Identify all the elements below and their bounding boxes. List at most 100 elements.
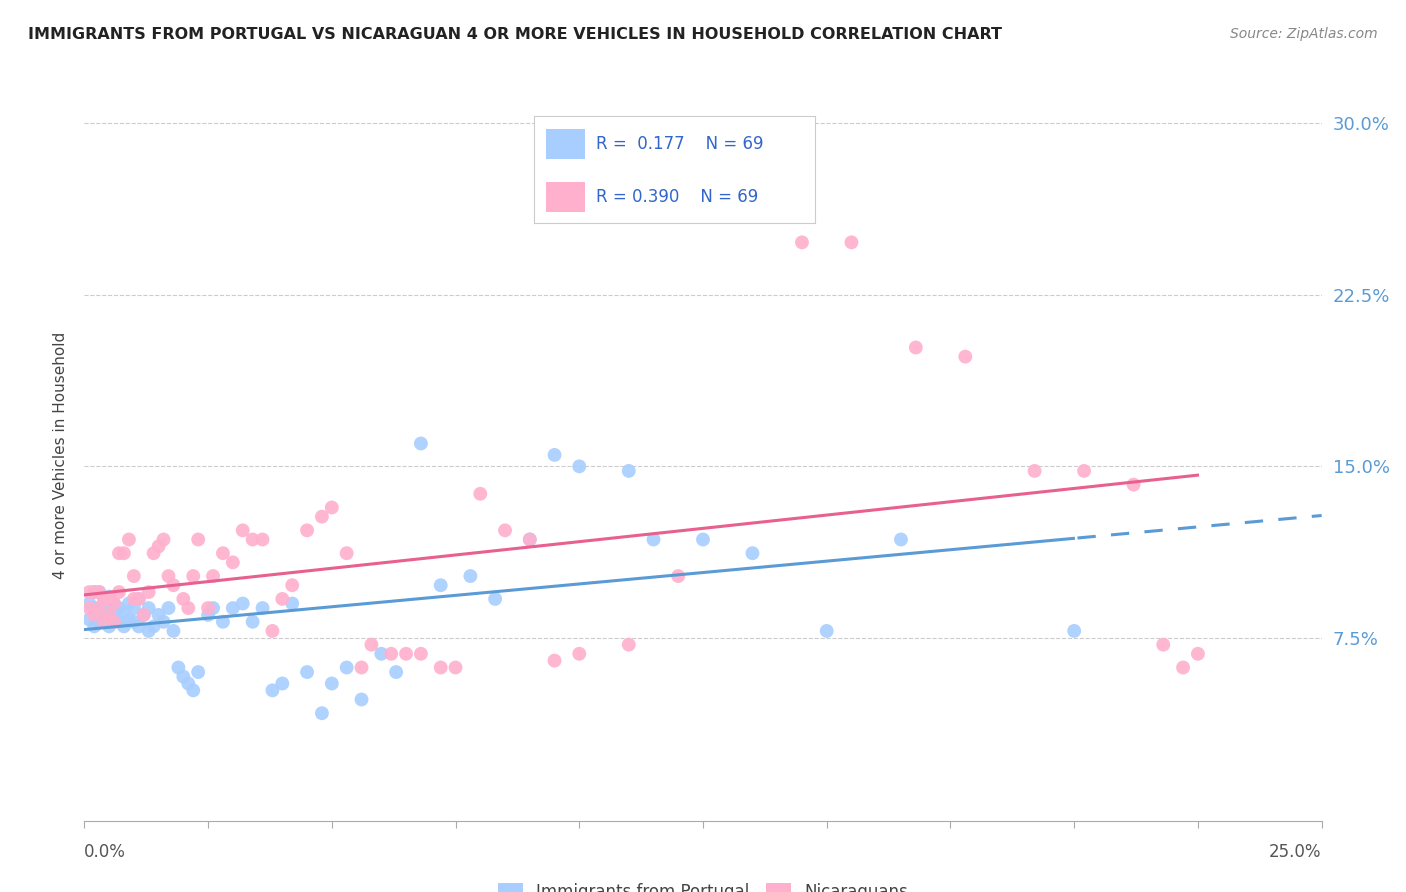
Point — [281, 597, 304, 611]
Point — [89, 601, 111, 615]
Point — [568, 459, 591, 474]
Point — [232, 524, 254, 538]
Point — [395, 647, 418, 661]
Point — [617, 638, 640, 652]
Point — [321, 676, 343, 690]
Point — [350, 660, 373, 674]
Point — [128, 591, 150, 606]
Point — [89, 615, 111, 629]
Point — [122, 615, 145, 629]
Point — [460, 569, 482, 583]
Point — [89, 585, 111, 599]
Text: 0.0%: 0.0% — [84, 843, 127, 861]
Point — [93, 615, 115, 629]
Point — [815, 624, 838, 638]
Point — [252, 533, 274, 547]
Point — [484, 591, 506, 606]
Point — [98, 590, 121, 604]
Point — [181, 683, 204, 698]
Point — [350, 692, 373, 706]
Point — [132, 607, 155, 622]
Text: R = 0.390    N = 69: R = 0.390 N = 69 — [596, 188, 758, 206]
Point — [242, 615, 264, 629]
Text: R =  0.177    N = 69: R = 0.177 N = 69 — [596, 135, 763, 153]
Point — [692, 533, 714, 547]
Point — [519, 533, 541, 547]
Point — [262, 683, 284, 698]
Point — [162, 624, 184, 638]
Point — [543, 448, 565, 462]
Point — [83, 585, 105, 599]
Text: 25.0%: 25.0% — [1270, 843, 1322, 861]
Point — [172, 670, 194, 684]
Point — [1024, 464, 1046, 478]
Point — [643, 533, 665, 547]
Point — [89, 585, 111, 599]
Point — [172, 591, 194, 606]
Point — [666, 569, 689, 583]
Point — [222, 555, 245, 569]
Point — [122, 601, 145, 615]
Point — [370, 647, 392, 661]
Point — [118, 613, 141, 627]
Point — [212, 615, 235, 629]
Point — [470, 487, 492, 501]
Text: Source: ZipAtlas.com: Source: ZipAtlas.com — [1230, 27, 1378, 41]
Point — [409, 647, 432, 661]
Point — [741, 546, 763, 560]
Point — [409, 436, 432, 450]
Point — [112, 606, 135, 620]
Point — [212, 546, 235, 560]
Point — [181, 569, 204, 583]
Point — [167, 660, 190, 674]
Bar — [546, 182, 585, 212]
Point — [295, 524, 318, 538]
Point — [83, 585, 105, 599]
Point — [79, 585, 101, 599]
Point — [132, 607, 155, 622]
Point — [128, 591, 150, 606]
Point — [543, 654, 565, 668]
Legend: Immigrants from Portugal, Nicaraguans: Immigrants from Portugal, Nicaraguans — [491, 876, 915, 892]
Point — [118, 597, 141, 611]
Point — [380, 647, 402, 661]
Point — [157, 601, 180, 615]
Point — [295, 665, 318, 679]
Point — [83, 601, 105, 615]
Point — [1122, 477, 1144, 491]
Point — [252, 601, 274, 615]
Point — [98, 619, 121, 633]
Point — [336, 660, 359, 674]
Point — [142, 619, 165, 633]
Point — [93, 607, 115, 622]
Point — [444, 660, 467, 674]
Point — [83, 619, 105, 633]
Point — [128, 619, 150, 633]
Point — [519, 533, 541, 547]
Bar — [546, 128, 585, 159]
Point — [93, 591, 115, 606]
Point — [311, 509, 333, 524]
Point — [122, 569, 145, 583]
Point — [162, 578, 184, 592]
Point — [177, 676, 200, 690]
Point — [108, 615, 131, 629]
Point — [429, 578, 451, 592]
Point — [177, 601, 200, 615]
Point — [568, 647, 591, 661]
Point — [103, 597, 125, 611]
Point — [336, 546, 359, 560]
Point — [232, 597, 254, 611]
Point — [118, 533, 141, 547]
Point — [98, 591, 121, 606]
Point — [103, 613, 125, 627]
Point — [93, 591, 115, 606]
Point — [108, 601, 131, 615]
Point — [197, 607, 219, 622]
Point — [202, 569, 225, 583]
Point — [222, 601, 245, 615]
Point — [955, 350, 977, 364]
Point — [157, 569, 180, 583]
Point — [187, 533, 209, 547]
Point — [429, 660, 451, 674]
